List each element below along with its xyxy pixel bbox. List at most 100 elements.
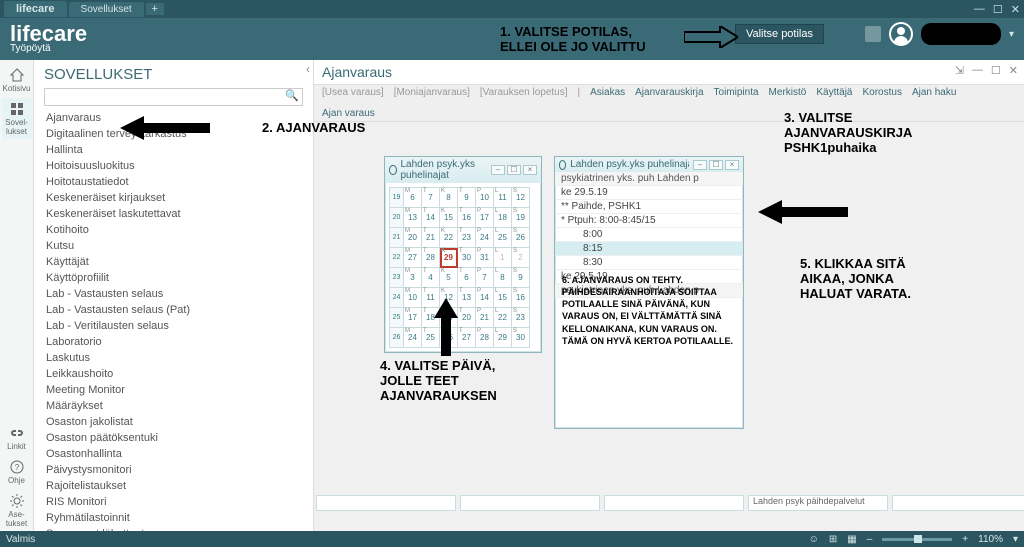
times-max-icon[interactable]: ☐ [709,160,723,170]
calendar-day[interactable]: S26 [512,228,530,248]
zoom-in-icon[interactable]: + [962,534,968,545]
product-tab[interactable]: lifecare [4,1,67,17]
bottom-tab[interactable] [604,495,744,511]
sidebar-item[interactable]: Lab - Vastausten selaus (Pat) [34,302,313,318]
calendar-day[interactable]: M20 [404,228,422,248]
times-row[interactable]: psykiatrinen yks. puh Lahden p [555,284,743,298]
times-window[interactable]: Lahden psyk.yks puhelinajat – ke 29.5.19… [554,156,744,429]
calendar-max-icon[interactable]: ☐ [507,165,521,175]
zoom-out-icon[interactable]: – [867,534,873,545]
sidebar-item[interactable]: Ryhmätilastoinnit [34,510,313,526]
calendar-day[interactable]: T6 [458,268,476,288]
sidebar-item[interactable]: Osaston jakolistat [34,414,313,430]
calendar-day[interactable]: T16 [458,208,476,228]
calendar-day[interactable]: M10 [404,288,422,308]
calendar-day[interactable]: K15 [440,208,458,228]
calendar-day[interactable]: P31 [476,248,494,268]
calendar-day[interactable]: S16 [512,288,530,308]
add-tab-button[interactable]: + [146,3,164,15]
sidebar-item[interactable]: Osaston päätöksentuki [34,430,313,446]
bottom-tab[interactable] [316,495,456,511]
calendar-day[interactable]: P28 [476,328,494,348]
sidebar-item[interactable]: Määräykset [34,398,313,414]
content-tab[interactable]: Käyttäjä [816,87,852,98]
zoom-slider[interactable] [882,538,952,541]
status-icon-2[interactable]: ⊞ [829,534,837,545]
content-minimize-icon[interactable]: — [972,64,983,77]
calendar-day[interactable]: L1 [494,248,512,268]
times-row[interactable]: ke 29.5.19 [555,186,743,200]
calendar-day[interactable]: S2 [512,248,530,268]
sidebar-item[interactable]: Meeting Monitor [34,382,313,398]
calendar-day[interactable]: S19 [512,208,530,228]
calendar-day[interactable]: L8 [494,268,512,288]
calendar-day[interactable]: T27 [458,328,476,348]
content-tab[interactable]: Asiakas [590,87,625,98]
calendar-close-icon[interactable]: × [523,165,537,175]
times-row[interactable]: psykiatrinen yks. puh Lahden p [555,172,743,186]
calendar-day[interactable]: S23 [512,308,530,328]
sidebar-item[interactable]: Lab - Veritilausten selaus [34,318,313,334]
calendar-day[interactable]: T18 [422,308,440,328]
times-row[interactable]: ke 29.5.19 [555,270,743,284]
calendar-title[interactable]: Lahden psyk.yks puhelinajat – ☐ × [385,157,541,183]
times-row[interactable]: ** Paihde, PSHK1 [555,200,743,214]
sidebar-item[interactable]: Laskutus [34,350,313,366]
calendar-day[interactable]: T21 [422,228,440,248]
search-icon[interactable]: 🔍 [285,89,299,102]
times-close-icon[interactable]: × [725,160,739,170]
sidebar-item[interactable]: Keskeneräiset laskutettavat [34,206,313,222]
calendar-day[interactable]: T4 [422,268,440,288]
notification-icon[interactable] [865,26,881,42]
times-row[interactable]: 8:00 [555,228,743,242]
calendar-day[interactable]: T23 [458,228,476,248]
calendar-day[interactable]: K5 [440,268,458,288]
calendar-day[interactable]: L15 [494,288,512,308]
sidebar-item[interactable]: Hallinta [34,142,313,158]
calendar-day[interactable]: T14 [422,208,440,228]
sidebar-item[interactable]: Ajanvaraus [34,110,313,126]
sidebar-item[interactable]: Kutsu [34,238,313,254]
sidebar-item[interactable]: Hoitotaustatiedot [34,174,313,190]
calendar-day[interactable]: K29 [440,248,458,268]
sidebar-item[interactable]: Osastonhallinta [34,446,313,462]
calendar-day[interactable]: M3 [404,268,422,288]
calendar-day[interactable]: T25 [422,328,440,348]
sidebar-item[interactable]: Lab - Vastausten selaus [34,286,313,302]
status-icon-3[interactable]: ▦ [847,534,856,545]
calendar-day[interactable]: M17 [404,308,422,328]
calendar-day[interactable]: K26 [440,328,458,348]
content-tab[interactable]: Korostus [862,87,901,98]
calendar-day[interactable]: P17 [476,208,494,228]
calendar-day[interactable]: P10 [476,188,494,208]
sidebar-item[interactable]: Hoitoisuusluokitus [34,158,313,174]
search-input[interactable] [44,88,303,106]
calendar-day[interactable]: L18 [494,208,512,228]
times-title[interactable]: Lahden psyk.yks puhelinajat – ke 29.5.19… [555,157,743,172]
zoom-chevron-icon[interactable]: ▾ [1013,534,1018,545]
calendar-min-icon[interactable]: – [491,165,505,175]
calendar-day[interactable]: K22 [440,228,458,248]
minimize-button[interactable]: — [974,3,985,16]
app-tab[interactable]: Sovellukset [69,2,144,17]
calendar-day[interactable]: M27 [404,248,422,268]
sidebar-item[interactable]: Käyttäjät [34,254,313,270]
user-menu-chevron-icon[interactable]: ▾ [1009,29,1014,40]
calendar-day[interactable]: K19 [440,308,458,328]
calendar-day[interactable]: T7 [422,188,440,208]
content-pin-icon[interactable]: ⇲ [955,64,964,77]
calendar-day[interactable]: T13 [458,288,476,308]
sidebar-item[interactable]: Keskeneräiset kirjaukset [34,190,313,206]
calendar-day[interactable]: L25 [494,228,512,248]
select-patient-button[interactable]: Valitse potilas [735,24,824,44]
avatar-icon[interactable] [889,22,913,46]
calendar-day[interactable]: M24 [404,328,422,348]
times-row[interactable]: 8:15 [555,242,743,256]
calendar-day[interactable]: P7 [476,268,494,288]
content-tab[interactable]: Merkistö [769,87,807,98]
calendar-day[interactable]: S30 [512,328,530,348]
content-tab[interactable]: Ajan haku [912,87,956,98]
calendar-day[interactable]: L11 [494,188,512,208]
calendar-day[interactable]: T20 [458,308,476,328]
bottom-tab[interactable] [892,495,1024,511]
